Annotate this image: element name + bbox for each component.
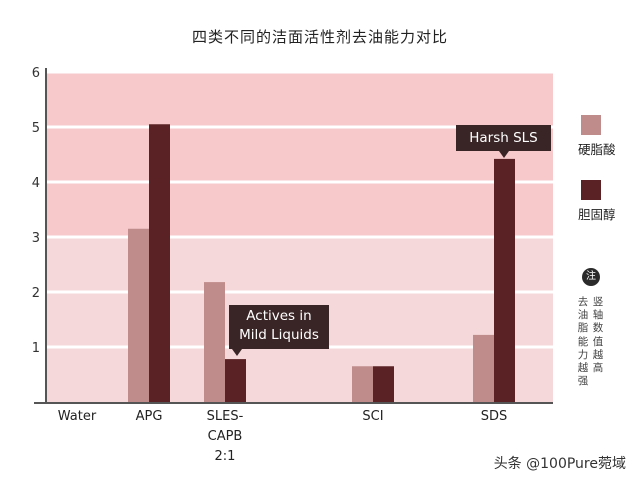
watermark: 头条 @100Pure菀域 xyxy=(493,456,626,472)
legend-label-stearic-acid: 硬脂酸 xyxy=(578,142,616,157)
legend-label-cholesterol: 胆固醇 xyxy=(578,207,616,222)
x-tick-label: SLES-CAPB 2:1 xyxy=(207,409,244,464)
band-upper xyxy=(46,72,553,237)
y-tick-labels: 1 2 3 4 5 6 xyxy=(32,66,40,356)
y-tick-label: 6 xyxy=(32,66,40,81)
x-tick-label: Water xyxy=(58,409,97,424)
legend-swatch-stearic-acid xyxy=(581,115,601,135)
chart-title: 四类不同的洁面活性剂去油能力对比 xyxy=(191,28,448,46)
note-column-2: 去油脂能力越强 xyxy=(577,296,589,388)
bar-stearic-acid-3 xyxy=(352,366,373,402)
bar-stearic-acid-4 xyxy=(473,334,494,402)
bar-cholesterol-1 xyxy=(149,124,170,402)
bar-cholesterol-3 xyxy=(373,366,394,402)
note-badge: 注 xyxy=(582,268,600,286)
annotation-harsh-sls-pointer xyxy=(499,151,509,158)
bar-stearic-acid-2 xyxy=(204,282,225,402)
annotation-harsh-sls: Harsh SLS xyxy=(456,125,551,151)
x-tick-label: SDS xyxy=(481,409,508,424)
legend-swatch-cholesterol xyxy=(581,180,601,200)
y-tick-label: 5 xyxy=(32,121,40,136)
x-tick-label: SCI xyxy=(362,409,383,424)
y-tick-label: 2 xyxy=(32,286,40,301)
bar-cholesterol-4 xyxy=(494,158,515,402)
bars xyxy=(128,124,515,402)
annotation-mild-liquids: Actives in Mild Liquids xyxy=(229,305,329,349)
note-column-1: 竖轴数值越高 xyxy=(592,296,604,375)
x-tick-labels: Water APG SLES-CAPB 2:1 SCI SDS xyxy=(58,409,507,464)
axes xyxy=(34,68,553,404)
x-tick-label: APG xyxy=(136,409,163,424)
y-tick-label: 3 xyxy=(32,231,40,246)
bar-cholesterol-2 xyxy=(225,359,246,402)
y-tick-label: 1 xyxy=(32,341,40,356)
bar-stearic-acid-1 xyxy=(128,228,149,402)
annotation-mild-liquids-pointer xyxy=(232,349,242,356)
y-tick-label: 4 xyxy=(32,176,40,191)
